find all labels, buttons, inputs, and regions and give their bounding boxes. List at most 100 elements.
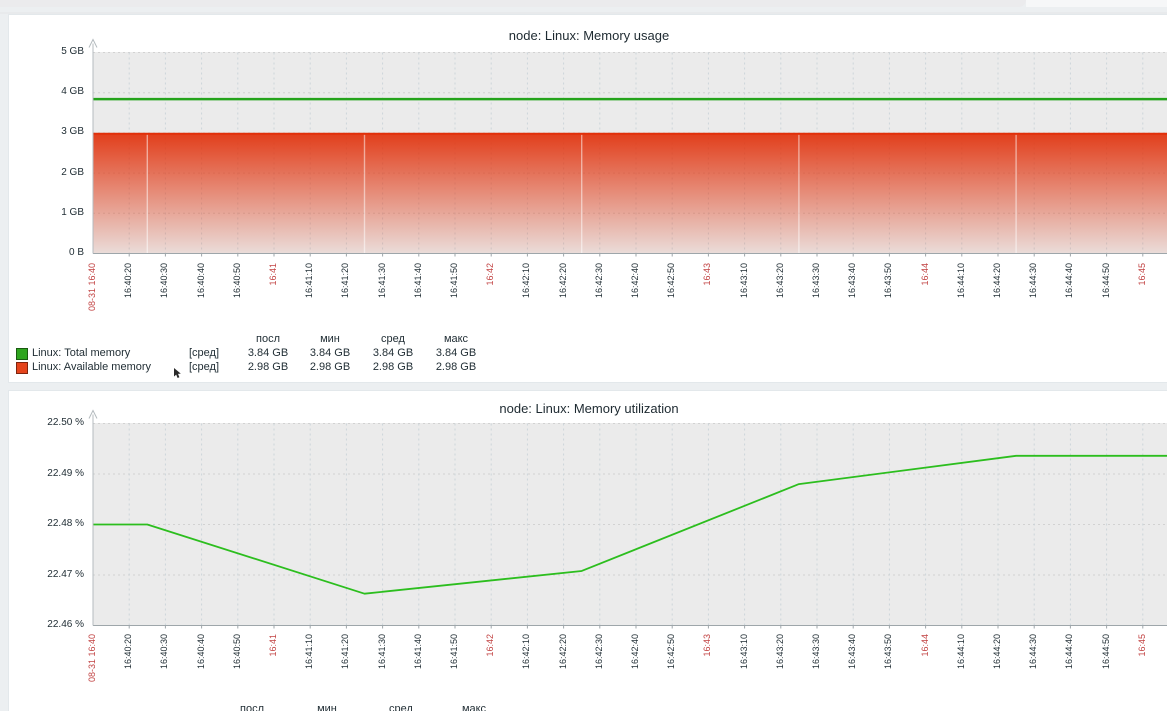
x-axis-label: 16:43 [702, 263, 713, 286]
x-axis-label: 16:41:50 [449, 634, 459, 670]
x-axis-label: 16:40:30 [159, 263, 170, 299]
legend-header-посл: посл [256, 333, 280, 345]
x-axis-label: 16:44:40 [1064, 634, 1075, 670]
legend-value: 2.98 GB [372, 361, 414, 373]
x-axis-label: 16:42:20 [557, 634, 568, 670]
x-axis-label: 16:40:50 [231, 634, 242, 670]
x-axis-label: 16:43:30 [811, 634, 821, 670]
x-axis-label: 16:44:10 [955, 634, 966, 670]
x-axis-label: 16:40:50 [231, 263, 242, 299]
x-axis-label: 16:43:10 [738, 263, 749, 299]
x-axis-label: 16:43:30 [811, 263, 821, 299]
x-axis-label: 16:40:20 [123, 263, 134, 299]
x-axis-label: 16:41:20 [340, 263, 351, 299]
legend-header-мин: мин [320, 333, 340, 345]
x-axis-label: 16:44:30 [1028, 263, 1039, 299]
browser-tab-strip[interactable] [0, 0, 1026, 7]
x-axis-label: 16:41:10 [304, 263, 315, 299]
y-axis-label: 2 GB [61, 166, 84, 178]
memory-utilization-graph-panel: node: Linux: Memory utilization 22.50 % 2… [8, 390, 1167, 711]
y-axis-label: 0 B [68, 247, 84, 258]
x-axis-label: 16:44 [919, 263, 930, 286]
memory-usage-chart-title: node: Linux: Memory usage [508, 28, 670, 43]
x-axis-label: 16:41:30 [376, 263, 387, 299]
legend-value: 2.98 GB [247, 361, 289, 373]
x-axis-label: 16:43 [702, 634, 713, 657]
memory-utilization-chart-title: node: Linux: Memory utilization [499, 401, 679, 416]
legend-value: 2.98 GB [309, 361, 351, 373]
legend-header-посл: посл [240, 703, 264, 711]
legend-function-label: [сред] [189, 361, 220, 373]
memory-usage-plot-area[interactable] [88, 38, 1167, 261]
legend-series-label: Linux: Total memory [32, 347, 131, 359]
legend-header-мин: мин [317, 703, 337, 711]
x-axis-label: 16:45 [1136, 263, 1147, 286]
x-axis-label: 16:42:10 [521, 263, 532, 299]
x-axis-label: 16:41:40 [412, 263, 423, 299]
x-axis-label: 16:41 [268, 263, 278, 286]
legend-function-label: [сред] [189, 347, 220, 359]
x-axis-label: 16:40:40 [195, 634, 206, 670]
x-axis-label: 16:41 [268, 634, 278, 657]
y-axis-label: 5 GB [61, 46, 84, 57]
x-axis-label: 16:41:50 [449, 263, 459, 299]
legend-swatch [16, 348, 28, 360]
y-axis-label: 22.47 % [47, 568, 84, 580]
browser-tab-strip-empty [1026, 0, 1167, 7]
x-axis-label: 16:40:30 [159, 634, 170, 670]
x-axis-label: 16:42:30 [593, 263, 604, 299]
mouse-cursor [174, 368, 181, 378]
x-axis-label: 16:43:50 [883, 263, 894, 299]
legend-header-сред: сред [381, 333, 405, 345]
x-axis-label: 16:42:50 [666, 634, 677, 670]
legend-value: 3.84 GB [247, 347, 289, 359]
chrome-divider [0, 12, 1167, 14]
x-axis-label: 16:42:40 [630, 263, 640, 299]
x-axis-label: 16:44:30 [1028, 634, 1039, 670]
legend-header-макс: макс [461, 703, 487, 711]
x-axis-label: 16:44:50 [1100, 634, 1111, 670]
y-axis-label: 3 GB [61, 126, 84, 138]
x-axis-label: 08-31 16:40 [87, 263, 97, 312]
memory-utilization-plot-area[interactable] [88, 409, 1167, 633]
x-axis-label: 16:44 [919, 634, 930, 657]
legend-series-label: Linux: Available memory [32, 361, 152, 373]
x-axis-label: 16:42:50 [666, 263, 677, 299]
y-axis-label: 4 GB [61, 86, 84, 98]
legend-value: 2.98 GB [435, 361, 477, 373]
y-axis-label: 22.48 % [47, 518, 84, 529]
y-axis-label: 1 GB [61, 206, 84, 218]
legend-value: 3.84 GB [309, 347, 351, 359]
legend-header-сред: сред [389, 703, 413, 711]
x-axis-label: 16:44:40 [1064, 263, 1075, 299]
x-axis-label: 08-31 16:40 [87, 634, 97, 683]
x-axis-label: 16:42:40 [630, 634, 640, 670]
x-axis-label: 16:44:10 [955, 263, 966, 299]
y-axis-label: 22.49 % [47, 467, 84, 479]
x-axis-label: 16:43:40 [847, 634, 858, 670]
y-axis-label: 22.50 % [47, 417, 84, 428]
x-axis-label: 16:44:20 [992, 263, 1002, 299]
x-axis-label: 16:42 [485, 634, 496, 657]
y-axis-label: 22.46 % [47, 619, 84, 630]
x-axis-label: 16:42:10 [521, 634, 532, 670]
x-axis-label: 16:41:30 [376, 634, 387, 670]
x-axis-label: 16:44:50 [1100, 263, 1111, 299]
x-axis-label: 16:41:40 [412, 634, 423, 670]
x-axis-label: 16:42:30 [593, 634, 604, 670]
x-axis-label: 16:40:20 [123, 634, 134, 670]
x-axis-label: 16:43:20 [774, 634, 785, 670]
legend-header-макс: макс [443, 333, 469, 345]
legend-value: 3.84 GB [372, 347, 414, 359]
x-axis-label: 16:44:20 [992, 634, 1002, 670]
x-axis-label: 16:42 [485, 263, 496, 286]
x-axis-label: 16:43:40 [847, 263, 858, 299]
x-axis-label: 16:42:20 [557, 263, 568, 299]
legend-value: 3.84 GB [435, 347, 477, 359]
x-axis-label: 16:45 [1136, 634, 1147, 657]
x-axis-label: 16:41:20 [340, 634, 351, 670]
x-axis-label: 16:40:40 [195, 263, 206, 299]
memory-usage-graph-panel: node: Linux: Memory usage 5 GB 4 GB 3 GB 2 … [8, 14, 1167, 383]
x-axis-label: 16:43:20 [774, 263, 785, 299]
